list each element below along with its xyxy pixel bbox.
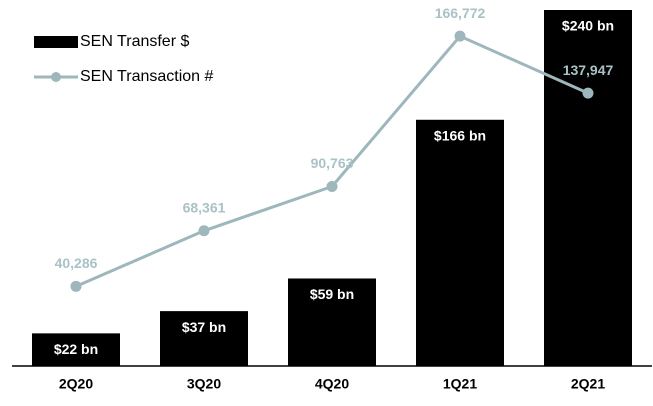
x-tick-label: 2Q21: [571, 376, 605, 392]
bar-value-label: $59 bn: [310, 286, 354, 302]
line-point: [582, 87, 594, 99]
legend-swatch: [34, 36, 78, 48]
bar: [160, 311, 248, 366]
bar-value-label: $166 bn: [434, 127, 486, 143]
line-value-label: 40,286: [55, 255, 98, 271]
bar-value-label: $240 bn: [562, 18, 614, 34]
bar-value-label: $22 bn: [54, 341, 98, 357]
x-tick-label: 3Q20: [187, 376, 221, 392]
legend-label: SEN Transaction #: [80, 68, 214, 85]
legend-label: SEN Transfer $: [80, 33, 189, 50]
x-tick-label: 2Q20: [59, 376, 93, 392]
bar: [32, 333, 120, 366]
legend-swatch-point: [51, 72, 61, 82]
x-tick-label: 4Q20: [315, 376, 349, 392]
bar: [544, 10, 632, 366]
line-point: [326, 180, 338, 192]
line-point: [70, 280, 82, 292]
line-value-label: 137,947: [563, 62, 614, 78]
line-value-label: 90,763: [311, 155, 354, 171]
line-point: [198, 225, 210, 237]
line-point: [454, 30, 466, 42]
bar-value-label: $37 bn: [182, 319, 226, 335]
bar: [416, 119, 504, 367]
x-tick-label: 1Q21: [443, 376, 477, 392]
bar: [288, 278, 376, 366]
line-value-label: 68,361: [183, 200, 226, 216]
line-value-label: 166,772: [435, 5, 486, 21]
